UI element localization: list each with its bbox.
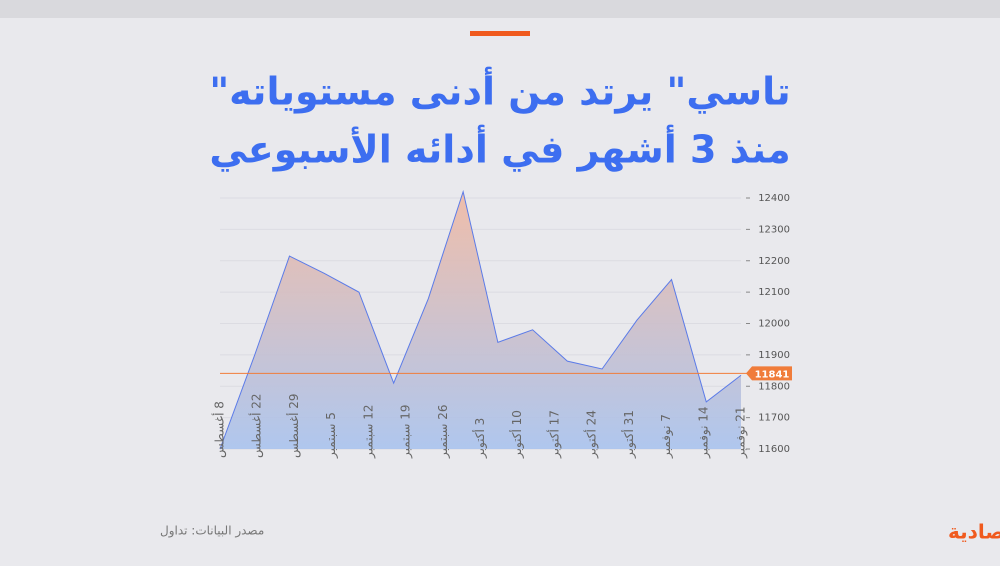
y-tick-label: 12300 bbox=[758, 224, 790, 235]
y-tick-label: 11700 bbox=[758, 413, 790, 424]
x-tick-label: 12 سبتمبر bbox=[361, 404, 376, 459]
y-tick-label: 11800 bbox=[758, 381, 790, 392]
y-tick-label: 12100 bbox=[758, 287, 790, 298]
x-tick-label: 26 سبتمبر bbox=[436, 404, 451, 459]
source: مصدر البيانات: تداول bbox=[160, 524, 264, 539]
x-tick-label: 31 أكتوبر bbox=[621, 410, 637, 459]
x-tick-label: 17 أكتوبر bbox=[546, 410, 562, 459]
line bbox=[219, 189, 742, 450]
x-tick-label: 7 نوفمبر bbox=[659, 414, 674, 459]
x-tick-label: 5 سبتمبر bbox=[324, 412, 339, 459]
x-tick-label: 29 أغسطس bbox=[286, 393, 302, 458]
area bbox=[220, 191, 741, 449]
y-tick-label: 12400 bbox=[758, 193, 790, 204]
x-tick-label: 3 أكتوبر bbox=[472, 418, 488, 459]
title-line: منذ 3 أشهر في أدائه الأسبوعي bbox=[209, 125, 790, 172]
x-tick-label: 22 أغسطس bbox=[249, 393, 265, 458]
y-tick-label: 12200 bbox=[758, 256, 790, 267]
accent-bar bbox=[470, 31, 530, 36]
y-tick-label: 11900 bbox=[758, 350, 790, 361]
x-tick-label: 24 أكتوبر bbox=[584, 410, 600, 459]
x-tick-label: 10 أكتوبر bbox=[509, 410, 525, 459]
title-line: "تاسي" يرتد من أدنى مستوياته bbox=[209, 67, 790, 114]
reference-tag bbox=[746, 366, 792, 381]
x-tick-label: 21 نوفمبر bbox=[734, 406, 749, 459]
y-tick-label: 12000 bbox=[758, 319, 790, 330]
top-bar bbox=[0, 0, 1000, 18]
y-tick-label: 11600 bbox=[758, 444, 790, 455]
x-tick-label: 8 أغسطس bbox=[212, 401, 228, 458]
x-tick-label: 19 سبتمبر bbox=[399, 404, 414, 459]
reference-label: 11841 bbox=[755, 369, 790, 380]
brand-logo: الاقتصادية bbox=[948, 520, 1000, 544]
x-tick-label: 14 نوفمبر bbox=[696, 406, 711, 459]
